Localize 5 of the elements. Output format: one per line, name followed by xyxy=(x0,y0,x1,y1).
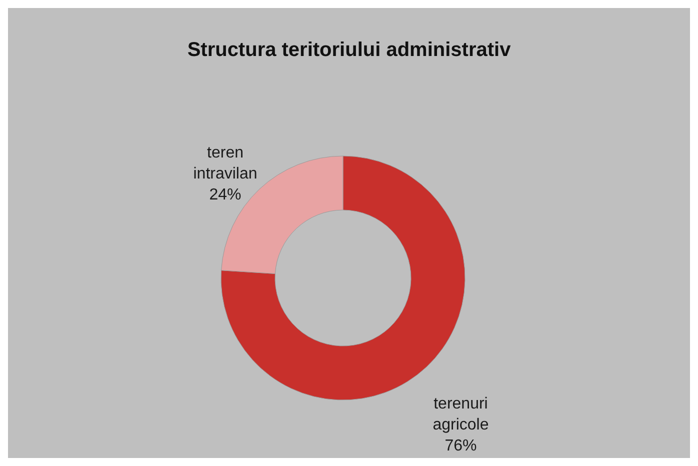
chart-title: Structura teritoriului administrativ xyxy=(187,39,512,61)
slice-label: teren intravilan xyxy=(193,144,258,183)
data-label: 24% xyxy=(209,186,242,204)
data-label: 76% xyxy=(444,437,477,454)
slice-label: terenuri agricole xyxy=(432,395,489,434)
